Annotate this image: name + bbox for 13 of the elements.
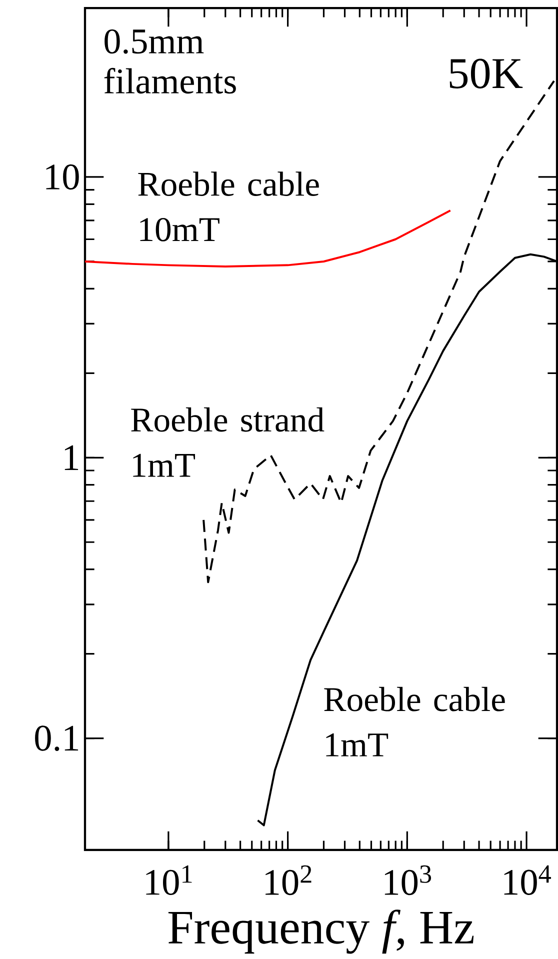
- annotation: Roeble cable 1mT: [324, 686, 505, 756]
- annotation: Roeble cable 10mT: [138, 172, 319, 242]
- x-tick-label: 10$^{4}$: [504, 865, 551, 895]
- annotation: 50K: [450, 58, 523, 88]
- x-axis-title: Frequency f, Hz: [168, 910, 474, 954]
- y-tick-label: 10: [46, 164, 79, 190]
- annotation: 0.5mm filaments: [104, 29, 236, 94]
- x-tick-label: 10$^{1}$: [146, 865, 192, 896]
- y-tick-label: 0.1: [35, 726, 78, 751]
- x-tick-label: 10$^{3}$: [384, 865, 432, 896]
- annotation: Roeble strand 1mT: [131, 407, 324, 477]
- x-tick-label: 10$^{2}$: [266, 865, 312, 896]
- y-tick-label: 1: [64, 445, 78, 470]
